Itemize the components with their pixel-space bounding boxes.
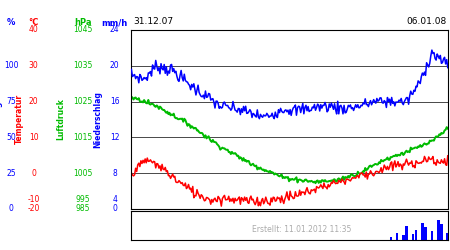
Bar [424, 227, 427, 240]
Text: %: % [7, 18, 15, 27]
Text: 24: 24 [110, 26, 120, 35]
Bar [412, 234, 414, 240]
Text: 31.12.07: 31.12.07 [133, 18, 173, 26]
Text: 1005: 1005 [73, 168, 93, 177]
Text: 75: 75 [6, 97, 16, 106]
Text: 1035: 1035 [73, 61, 93, 70]
Text: Luftdruck: Luftdruck [56, 98, 65, 140]
Text: -20: -20 [27, 204, 40, 213]
Bar [440, 224, 443, 240]
Bar [431, 232, 433, 240]
Text: -10: -10 [27, 195, 40, 204]
Bar [421, 223, 424, 240]
Text: °C: °C [28, 18, 39, 27]
Text: 30: 30 [29, 61, 39, 70]
Text: 0: 0 [32, 168, 36, 177]
Text: 0: 0 [9, 204, 14, 213]
Text: Erstellt: 11.01.2012 11:35: Erstellt: 11.01.2012 11:35 [252, 226, 351, 234]
Bar [402, 236, 405, 240]
Text: 50: 50 [6, 133, 16, 142]
Text: 25: 25 [6, 168, 16, 177]
Text: Niederschlag: Niederschlag [94, 91, 103, 148]
Text: Temperatur: Temperatur [14, 94, 23, 144]
Text: 10: 10 [29, 133, 39, 142]
Text: hPa: hPa [75, 18, 92, 27]
Bar [390, 237, 392, 240]
Text: Luftfeuchtigkeit: Luftfeuchtigkeit [0, 84, 2, 154]
Text: 1025: 1025 [74, 97, 93, 106]
Bar [415, 230, 418, 240]
Bar [446, 233, 449, 240]
Text: mm/h: mm/h [102, 18, 128, 27]
Text: 985: 985 [76, 204, 90, 213]
Text: 4: 4 [112, 195, 117, 204]
Text: 20: 20 [110, 61, 120, 70]
Text: 100: 100 [4, 61, 18, 70]
Bar [437, 220, 440, 240]
Text: 0: 0 [112, 204, 117, 213]
Text: 16: 16 [110, 97, 120, 106]
Text: 1045: 1045 [73, 26, 93, 35]
Text: 40: 40 [29, 26, 39, 35]
Bar [405, 226, 408, 240]
Text: 8: 8 [112, 168, 117, 177]
Text: 1015: 1015 [74, 133, 93, 142]
Text: 20: 20 [29, 97, 39, 106]
Text: 12: 12 [110, 133, 120, 142]
Text: 995: 995 [76, 195, 90, 204]
Bar [396, 233, 398, 240]
Text: 06.01.08: 06.01.08 [406, 18, 446, 26]
